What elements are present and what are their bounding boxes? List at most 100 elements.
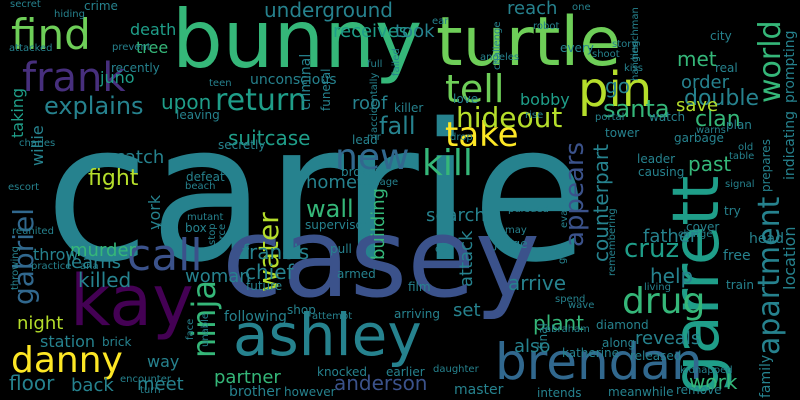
word-final: final xyxy=(536,323,550,349)
word-station: station xyxy=(40,332,96,351)
word-attacked: attacked xyxy=(9,43,53,54)
word-past: past xyxy=(688,152,732,176)
word-death: death xyxy=(130,20,177,39)
word-also: also xyxy=(514,336,551,357)
word-underground: underground xyxy=(264,0,393,22)
word-kiss: kiss xyxy=(624,63,643,74)
word-broken: broken xyxy=(341,165,383,179)
word-anderson: anderson xyxy=(334,371,428,395)
word-kidnapped: kidnapped xyxy=(680,365,733,376)
word-unable: unable xyxy=(200,312,211,347)
word-criminal: criminal xyxy=(298,53,314,110)
word-diamond: diamond xyxy=(596,318,649,332)
word-cruz: cruz xyxy=(624,234,680,264)
word-reunited: reunited xyxy=(12,226,54,237)
word-call: call xyxy=(127,230,203,281)
word-arrive: arrive xyxy=(508,271,567,295)
word-teen: teen xyxy=(209,78,232,89)
word-fight: fight xyxy=(88,166,139,191)
word-encounter: encounter xyxy=(120,374,171,385)
word-free: free xyxy=(723,248,751,264)
word-building: building xyxy=(368,187,389,260)
word-force: force xyxy=(217,223,228,249)
word-woman: woman xyxy=(185,266,251,287)
word-katherine: katherine xyxy=(562,346,620,360)
word-floor: floor xyxy=(9,371,55,395)
word-francis: francis xyxy=(242,240,310,264)
word-daughter: daughter xyxy=(433,364,479,375)
word-home: home xyxy=(306,172,358,193)
word-funeral: funeral xyxy=(319,68,333,111)
word-tell: tell xyxy=(445,67,505,111)
word-ashley: ashley xyxy=(233,301,422,369)
word-brother: brother xyxy=(229,384,281,400)
word-order: order xyxy=(681,72,729,93)
word-defeat: defeat xyxy=(186,170,225,184)
word-pull: pull xyxy=(330,242,352,256)
word-prevent: prevent xyxy=(112,42,151,53)
word-prompting: prompting xyxy=(782,30,798,103)
word-spend: spend xyxy=(555,294,586,305)
word-drug: drug xyxy=(622,281,706,322)
word-upon: upon xyxy=(161,90,212,114)
word-father: father xyxy=(643,226,698,247)
word-train: train xyxy=(726,278,754,292)
word-master: master xyxy=(454,382,504,398)
word-remembering: remembering xyxy=(607,208,618,276)
word-ana: ana xyxy=(80,261,99,272)
word-watch: watch xyxy=(649,110,686,124)
word-earlier: earlier xyxy=(386,365,425,379)
word-prepares: prepares xyxy=(759,139,773,192)
word-stop: stop xyxy=(207,223,218,245)
word-explains: explains xyxy=(44,92,144,120)
word-rise: rise xyxy=(525,110,544,121)
word-go: go xyxy=(605,74,630,98)
word-may: may xyxy=(505,225,527,236)
word-recently: recently xyxy=(111,61,160,75)
word-save: save xyxy=(676,95,719,116)
word-killed: killed xyxy=(78,268,132,292)
word-casey: casey xyxy=(222,194,540,322)
word-leaving: leaving xyxy=(176,108,220,122)
word-crime: crime xyxy=(84,0,118,13)
word-learns: learns xyxy=(66,252,121,273)
word-day: day xyxy=(435,244,454,255)
word-arriving: arriving xyxy=(394,307,441,321)
word-box: box xyxy=(185,221,207,235)
word-story: story xyxy=(612,39,638,50)
word-drop: drop xyxy=(450,132,473,143)
word-bobby: bobby xyxy=(520,90,570,109)
word-meet: meet xyxy=(137,374,184,395)
word-location: location xyxy=(780,226,799,290)
word-suitcase: suitcase xyxy=(228,126,311,150)
word-mr: mr xyxy=(367,132,381,143)
word-future: future xyxy=(246,279,283,293)
word-released: released xyxy=(630,349,682,363)
word-rat: rat xyxy=(157,221,172,232)
word-every: every xyxy=(560,41,594,55)
word-judge: judge xyxy=(494,237,528,251)
word-back: back xyxy=(71,375,114,396)
word-return: return xyxy=(215,83,307,118)
word-plan: plan xyxy=(726,118,752,132)
word-ear: ear xyxy=(432,16,449,27)
word-charge: charge xyxy=(678,229,713,240)
word-evades: evades xyxy=(559,192,570,228)
word-murder: murder xyxy=(70,240,136,261)
word-film: film xyxy=(408,280,431,294)
word-portal: portal xyxy=(595,112,625,123)
word-catch: catch xyxy=(115,147,165,168)
word-fire: fire xyxy=(169,157,189,171)
word-meanwhile: meanwhile xyxy=(608,385,674,399)
word-double: double xyxy=(684,86,759,111)
word-charles: charles xyxy=(19,138,56,149)
word-new: new xyxy=(335,137,410,178)
word-carrie: carrie xyxy=(45,83,589,304)
word-shoot: shoot xyxy=(592,49,620,60)
word-practice: practice xyxy=(31,261,72,272)
word-robot: robot xyxy=(533,21,560,32)
word-warns: warns xyxy=(696,125,726,136)
word-tower: tower xyxy=(605,126,640,140)
word-night: night xyxy=(17,313,64,334)
word-turn: turn xyxy=(140,385,161,396)
